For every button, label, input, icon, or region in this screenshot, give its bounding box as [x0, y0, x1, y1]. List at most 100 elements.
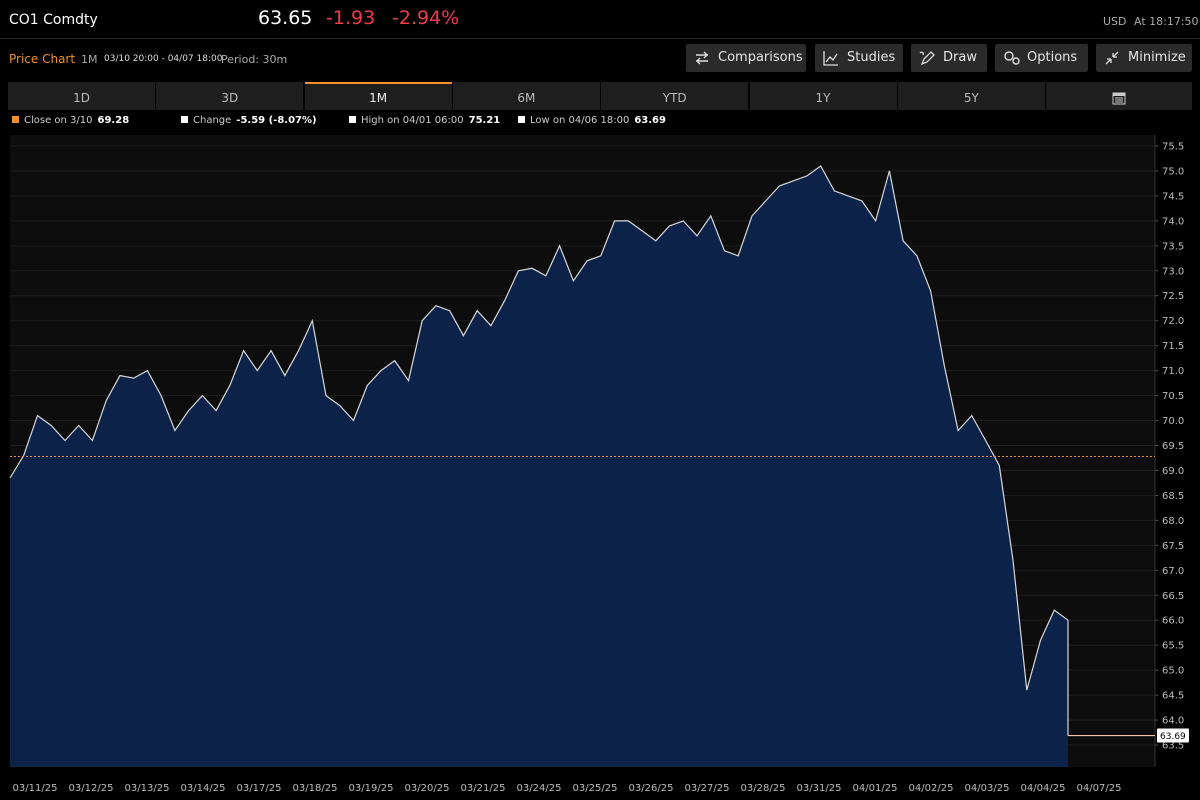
y-tick-label: 64.0: [1162, 716, 1184, 727]
y-tick-label: 75.5: [1162, 141, 1184, 152]
icon: [1004, 51, 1020, 65]
y-tick-label: 71.0: [1162, 366, 1184, 377]
icon: [1105, 51, 1119, 65]
x-tick-label: 03/13/25: [125, 783, 170, 794]
y-tick-label: 64.5: [1162, 691, 1184, 702]
tab[interactable]: 3D: [156, 82, 304, 110]
button-label: Studies: [847, 50, 896, 65]
minimize-button[interactable]: Minimize: [1096, 44, 1192, 72]
y-tick-label: 63.5: [1162, 741, 1184, 752]
x-tick-label: 04/01/25: [853, 783, 898, 794]
x-tick-label: 03/25/25: [573, 783, 618, 794]
y-tick-label: 67.0: [1162, 566, 1184, 577]
button-label: Minimize: [1128, 50, 1186, 65]
tab[interactable]: 1D: [8, 82, 155, 110]
toolbar-period: Period: 30m: [221, 53, 288, 66]
y-tick-label: 73.0: [1162, 266, 1184, 277]
stat-label: Low on 04/06 18:00: [530, 115, 630, 126]
last-value-box: [1157, 728, 1189, 743]
studies-button[interactable]: Studies: [815, 44, 903, 72]
last-value-label: 63.69: [1160, 732, 1186, 742]
y-tick-label: 70.5: [1162, 391, 1184, 402]
x-tick-label: 03/17/25: [237, 783, 282, 794]
ticker: CO1 Comdty: [9, 12, 98, 28]
stat-value: -5.59 (-8.07%): [236, 115, 317, 126]
y-tick-label: 73.5: [1162, 241, 1184, 252]
x-tick-label: 04/02/25: [909, 783, 954, 794]
y-tick-label: 71.5: [1162, 341, 1184, 352]
stat-value: 69.28: [97, 115, 130, 126]
y-tick-label: 70.0: [1162, 416, 1184, 427]
chart: 63.5 64.0 64.5 65.0 65.5 66.0 66.5 67.0 67.5 68.0…: [9, 135, 1189, 794]
tab[interactable]: 1Y: [749, 82, 897, 110]
stat-swatch: [12, 116, 19, 123]
stat-label: High on 04/01 06:00: [361, 115, 464, 126]
x-tick-label: 03/14/25: [181, 783, 226, 794]
x-tick-label: 04/07/25: [1077, 783, 1122, 794]
button-label: Draw: [943, 50, 977, 65]
stat-swatch: [349, 116, 356, 123]
change: -1.93: [326, 7, 376, 29]
toolbar-dates: 03/10 20:00 - 04/07 18:00: [104, 54, 223, 64]
x-tick-label: 03/28/25: [741, 783, 786, 794]
x-tick-label: 03/20/25: [405, 783, 450, 794]
x-tick-label: 04/03/25: [965, 783, 1010, 794]
y-tick-label: 66.5: [1162, 591, 1184, 602]
x-tick-label: 03/24/25: [517, 783, 562, 794]
button-label: Comparisons: [718, 50, 803, 65]
options-button[interactable]: Options: [995, 44, 1088, 72]
y-tick-label: 72.0: [1162, 316, 1184, 327]
tab[interactable]: 6M: [452, 82, 600, 110]
icon: [823, 51, 838, 66]
toolbar-title: Price Chart: [9, 52, 76, 66]
draw-button[interactable]: Draw: [911, 44, 987, 72]
stat-label: Close on 3/10: [24, 115, 93, 126]
y-tick-label: 69.0: [1162, 466, 1184, 477]
x-tick-label: 04/04/25: [1021, 783, 1066, 794]
tab[interactable]: 1M: [304, 82, 452, 110]
x-tick-label: 03/26/25: [629, 783, 674, 794]
stat-value: 75.21: [468, 115, 501, 126]
tab[interactable]: YTD: [601, 82, 749, 110]
currency: USD: [1103, 15, 1127, 28]
comparisons-button[interactable]: Comparisons: [686, 44, 806, 72]
stat-value: 63.69: [634, 115, 666, 126]
area: [10, 166, 1068, 767]
divider: [0, 38, 1200, 39]
tab[interactable]: 5Y: [897, 82, 1045, 110]
y-tick-label: 74.5: [1162, 191, 1184, 202]
x-tick-label: 03/27/25: [685, 783, 730, 794]
icon: [919, 51, 935, 66]
x-tick-label: 03/12/25: [69, 783, 114, 794]
stat-label: Change: [193, 115, 232, 126]
stat: Close on 3/10 69.28: [12, 115, 129, 126]
stat-swatch: [518, 116, 525, 123]
y-tick-label: 74.0: [1162, 216, 1184, 227]
price: 63.65: [258, 7, 313, 29]
stat: High on 04/01 06:00 75.21: [349, 115, 500, 126]
x-tick-label: 03/21/25: [461, 783, 506, 794]
x-tick-label: 03/11/25: [13, 783, 58, 794]
x-tick-label: 03/19/25: [349, 783, 394, 794]
change-pct: -2.94%: [392, 7, 460, 29]
toolbar-range: 1M: [81, 53, 98, 66]
stat: Change -5.59 (-8.07%): [181, 115, 317, 126]
y-tick-label: 67.5: [1162, 541, 1184, 552]
y-tick-label: 66.0: [1162, 616, 1184, 627]
time: At 18:17:50: [1134, 15, 1199, 28]
x-tick-label: 03/18/25: [293, 783, 338, 794]
stat-swatch: [181, 116, 188, 123]
price-line: [9, 165, 1069, 691]
y-tick-label: 72.5: [1162, 291, 1184, 302]
y-tick-label: 68.0: [1162, 516, 1184, 527]
x-tick-label: 03/31/25: [797, 783, 842, 794]
y-tick-label: 65.0: [1162, 666, 1184, 677]
button-label: Options: [1027, 50, 1078, 65]
icon: [696, 51, 708, 65]
y-tick-label: 68.5: [1162, 491, 1184, 502]
calendar-tab[interactable]: [1046, 82, 1192, 110]
y-tick-label: 69.5: [1162, 441, 1184, 452]
stat: Low on 04/06 18:00 63.69: [518, 115, 666, 126]
calendar-icon: [1112, 92, 1126, 105]
